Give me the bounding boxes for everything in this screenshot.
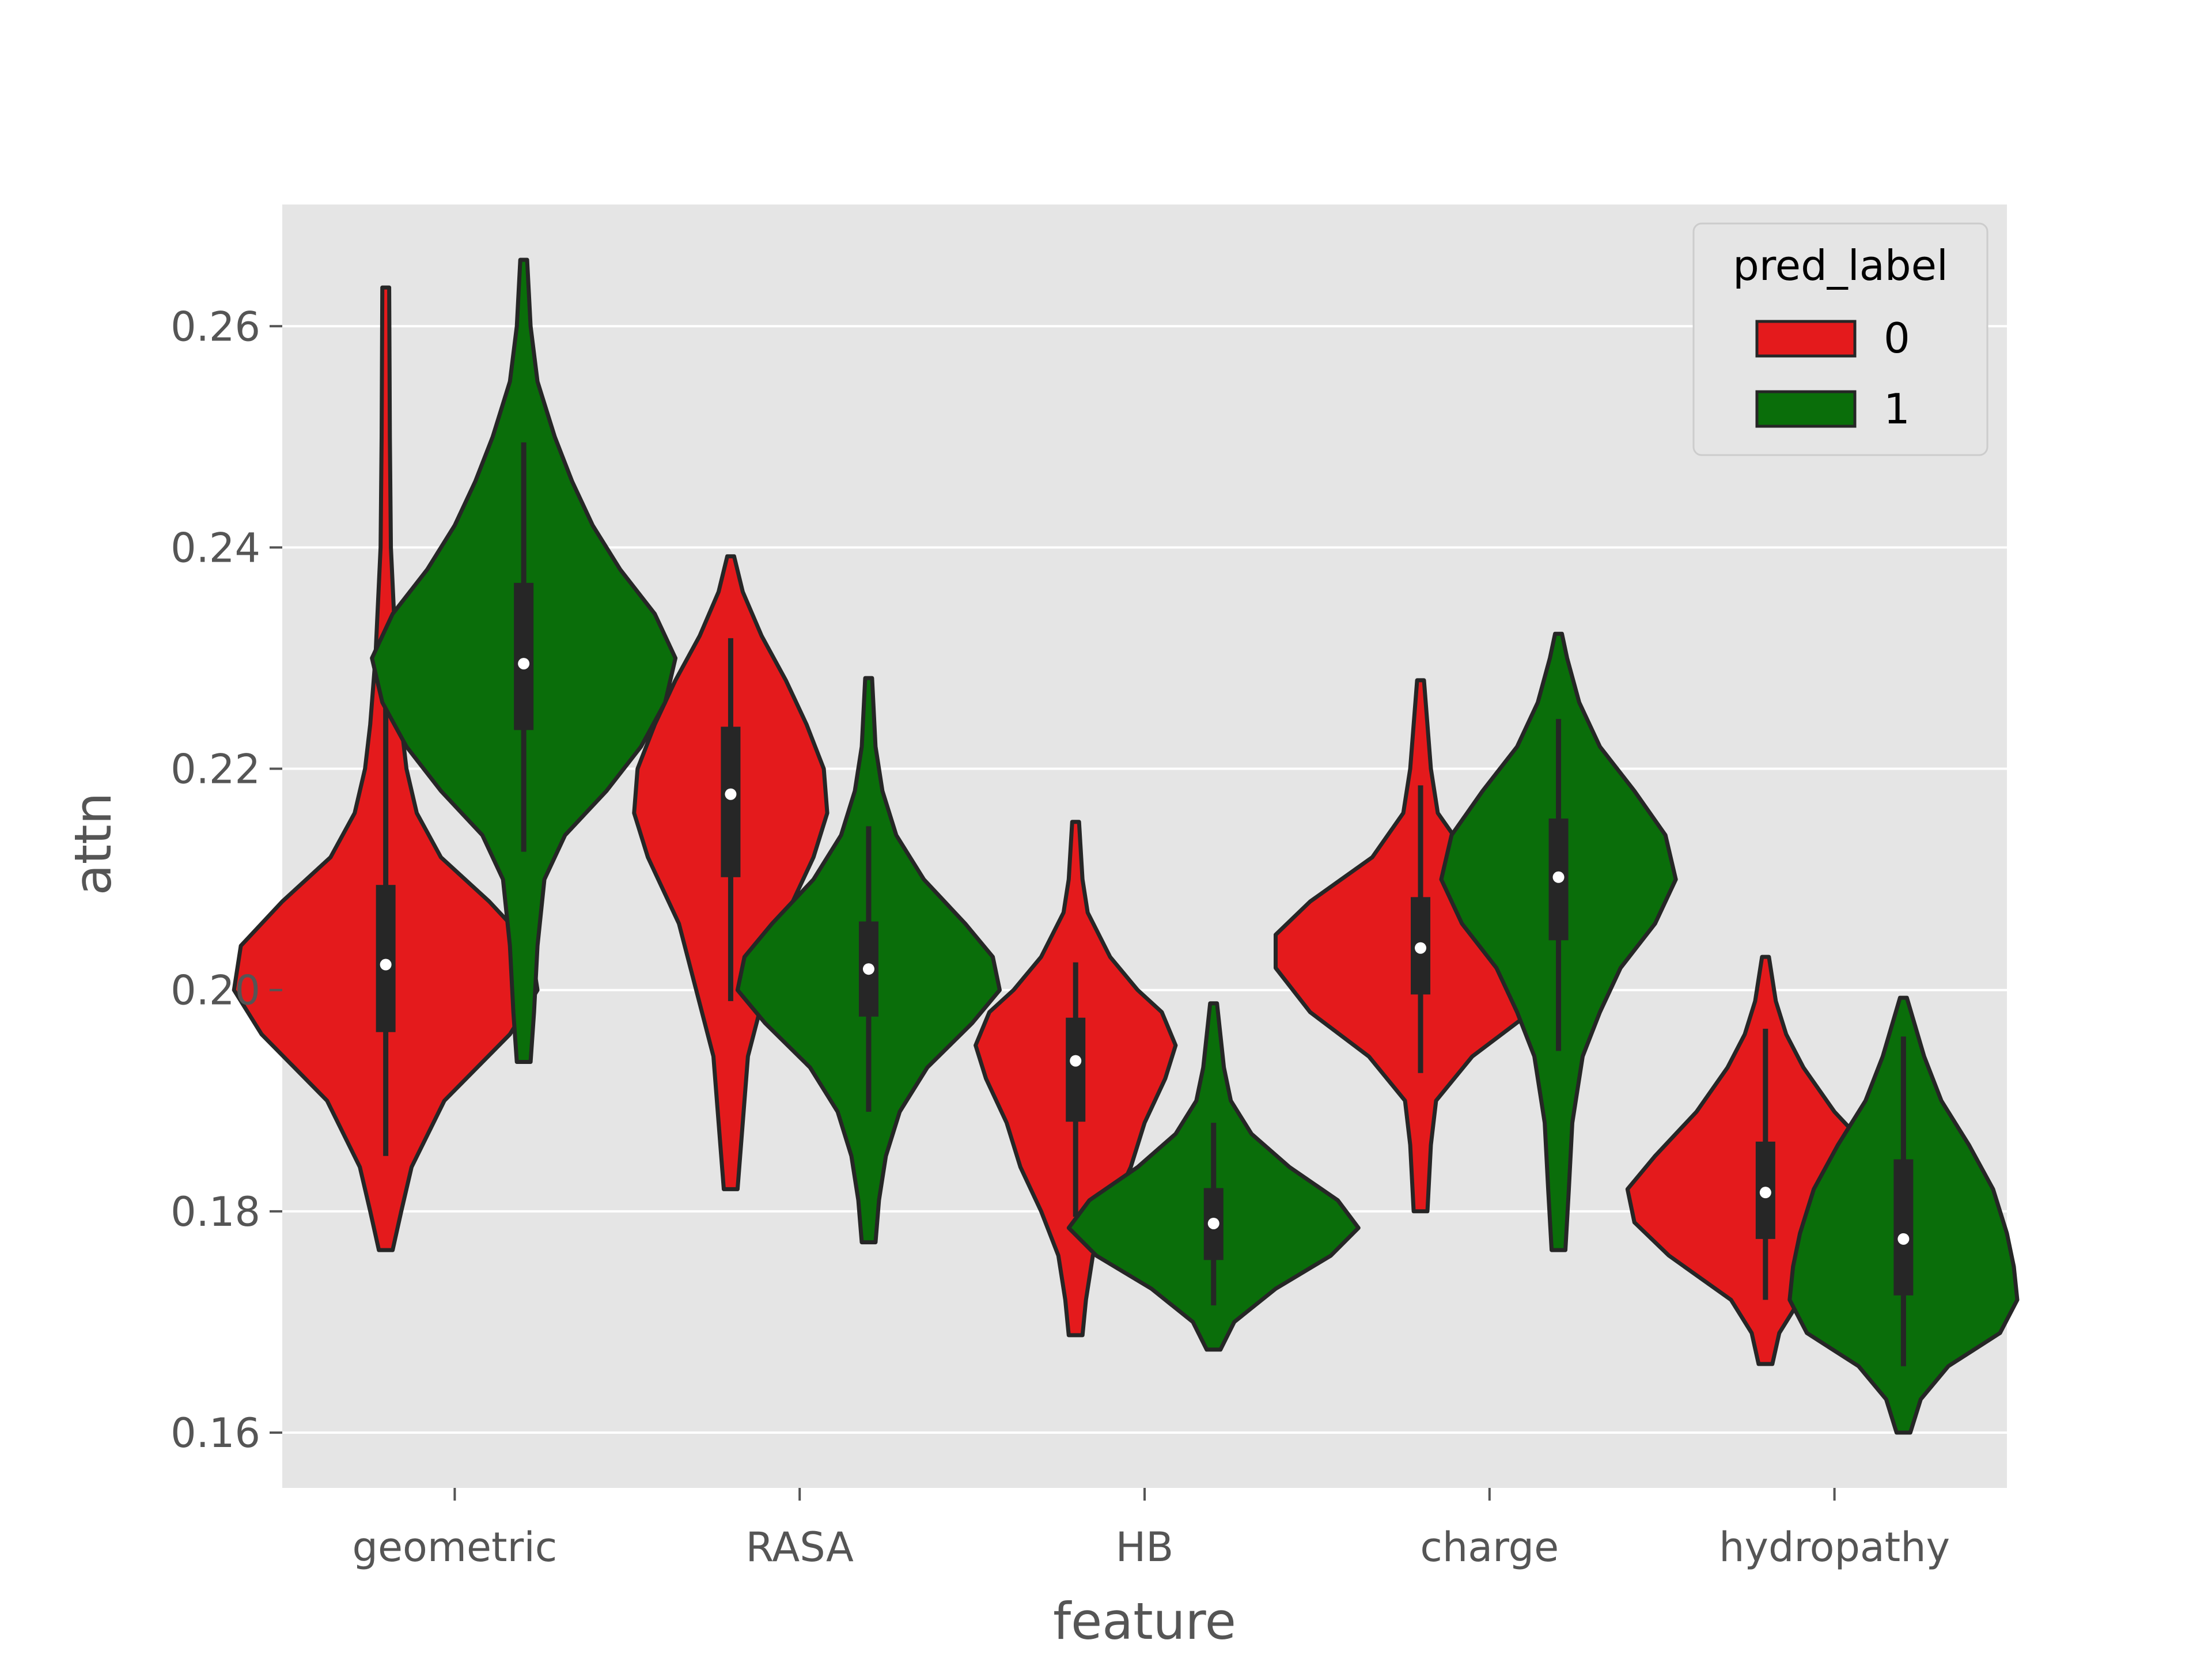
legend-title: pred_label — [1733, 241, 1948, 290]
median-1-hydropathy — [1897, 1233, 1910, 1245]
y-axis-label: attn — [63, 793, 123, 896]
iqr-box-1-geometric — [514, 582, 534, 730]
violins — [232, 257, 2020, 1435]
median-1-geometric — [518, 658, 530, 670]
x-tick-label-4: hydropathy — [1719, 1524, 1950, 1571]
y-tick-label-1: 0.18 — [171, 1188, 260, 1236]
x-tick-label-0: geometric — [353, 1524, 558, 1571]
iqr-box-0-HB — [1066, 1017, 1086, 1122]
median-1-RASA — [862, 963, 874, 975]
legend-entry-1: 1 — [1884, 385, 1910, 433]
x-axis-label: feature — [1053, 1592, 1236, 1651]
x-tick-label-3: charge — [1420, 1524, 1559, 1571]
median-0-RASA — [725, 788, 737, 800]
median-1-HB — [1207, 1217, 1219, 1229]
x-tick-label-1: RASA — [746, 1524, 854, 1571]
x-tick-label-2: HB — [1116, 1524, 1174, 1571]
x-axis-ticks: geometric RASA HB charge hydropathy — [353, 1488, 1950, 1571]
y-tick-label-3: 0.22 — [171, 746, 260, 793]
legend: pred_label 0 1 — [1692, 222, 1988, 456]
legend-swatch-0 — [1755, 320, 1857, 358]
legend-swatch-1 — [1755, 390, 1857, 428]
y-tick-label-0: 0.16 — [171, 1410, 260, 1457]
iqr-box-0-geometric — [376, 885, 396, 1032]
median-0-charge — [1415, 942, 1427, 954]
iqr-box-0-RASA — [721, 726, 741, 877]
median-1-charge — [1552, 871, 1565, 883]
y-tick-label-2: 0.20 — [171, 967, 260, 1014]
y-tick-label-5: 0.26 — [171, 303, 260, 350]
legend-entry-0: 0 — [1884, 314, 1910, 362]
y-axis-ticks: 0.16 0.18 0.20 0.22 0.24 0.26 — [171, 303, 282, 1457]
median-0-HB — [1070, 1055, 1082, 1067]
y-tick-label-4: 0.24 — [171, 524, 260, 571]
median-0-hydropathy — [1759, 1187, 1771, 1199]
iqr-box-1-hydropathy — [1893, 1159, 1914, 1296]
median-0-geometric — [380, 959, 392, 971]
